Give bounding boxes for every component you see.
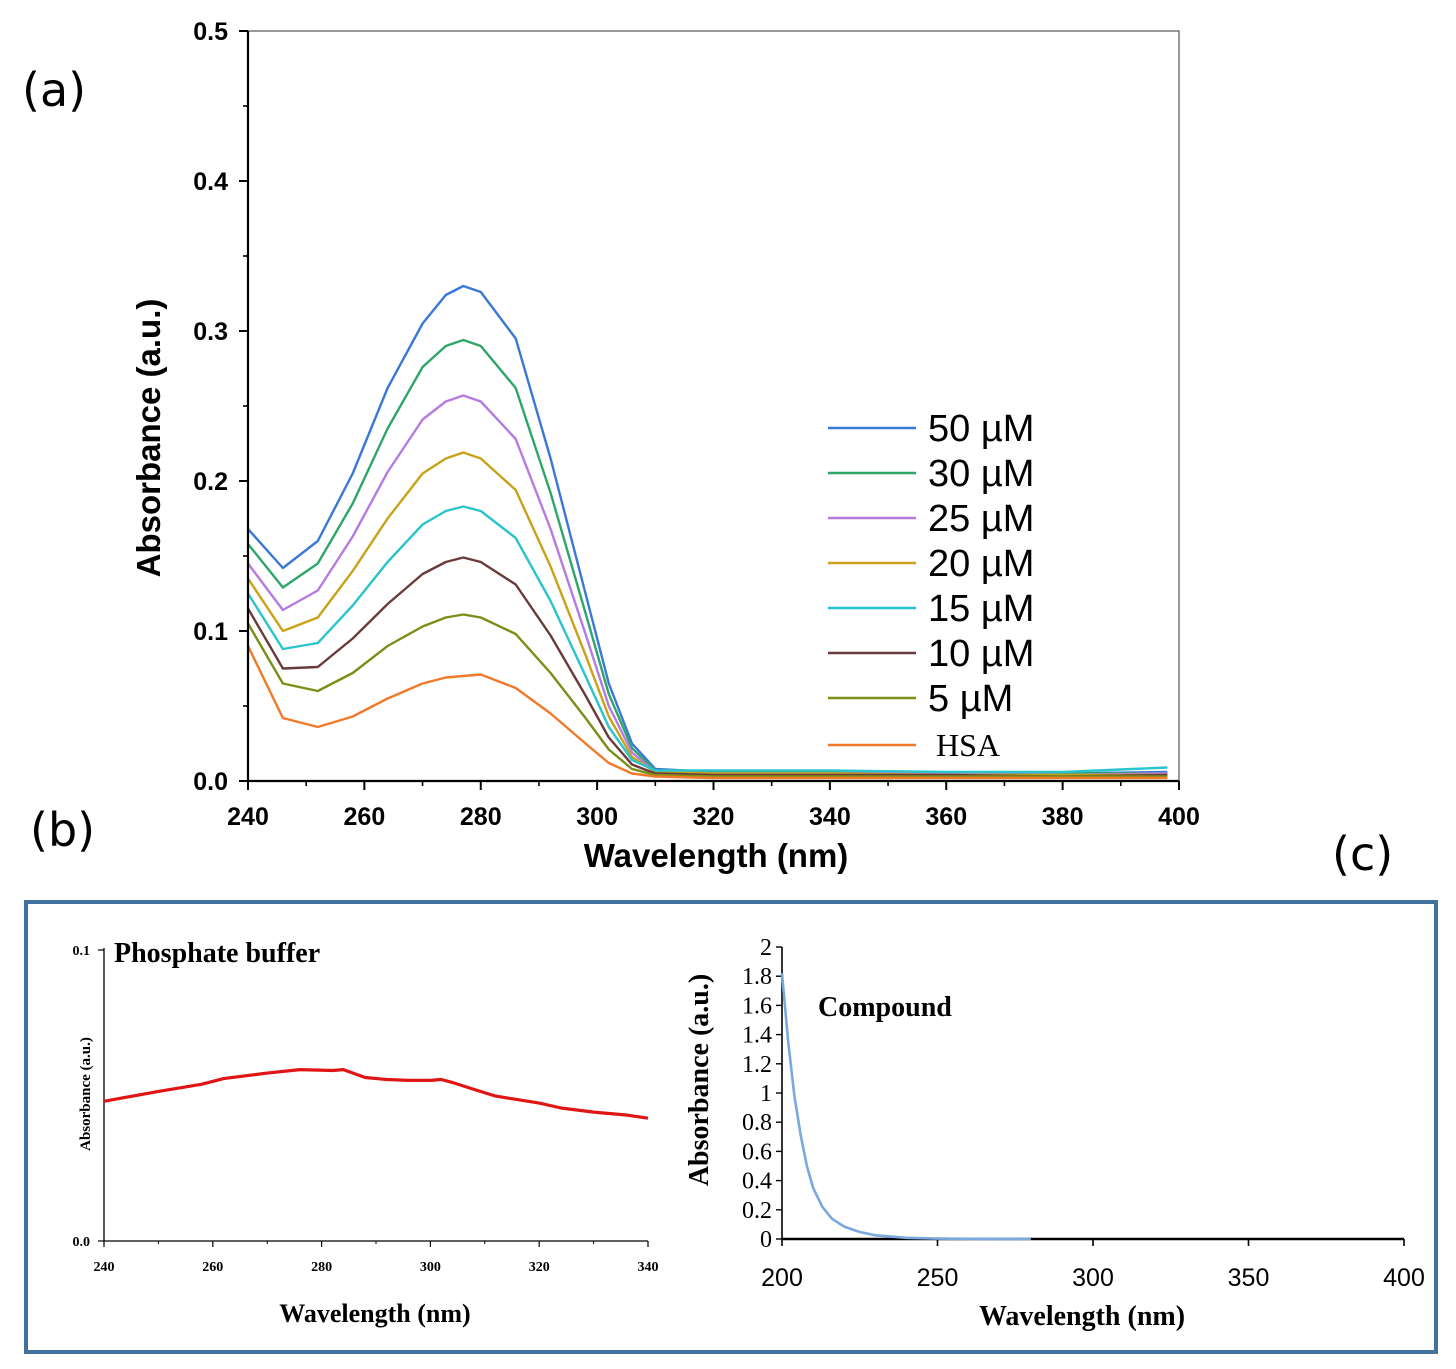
panel-label-a: (a) (22, 63, 86, 117)
chart-a-axes: 240 260 280 300 320 340 360 380 400 0.0 0.1 0.2 0.3 0… (193, 18, 1200, 831)
chart-c-series-group (780, 973, 1031, 1241)
series-line-3 (247, 451, 1168, 777)
y-tick-label: 0.5 (193, 18, 228, 46)
chart-b-xlabel: Wavelength (nm) (279, 1299, 470, 1328)
chart-c-title: Compound (818, 992, 952, 1023)
y-tick-label: 0.6 (742, 1139, 772, 1165)
chart-b: 240 260 280 300 320 340 0.0 0.1 Phosphate buffe… (73, 938, 659, 1328)
y-tick-label: 0 (760, 1227, 772, 1253)
x-tick-label: 350 (1228, 1264, 1270, 1292)
x-tick-label: 260 (202, 1260, 223, 1275)
legend-label-2: 25 µM (928, 498, 1034, 540)
series-line-0 (103, 1067, 649, 1120)
chart-c-ylabel: Absorbance (a.u.) (684, 974, 715, 1186)
y-tick-label: 0.1 (193, 618, 228, 646)
x-tick-label: 360 (925, 803, 967, 831)
y-tick-label: 0.2 (193, 468, 228, 496)
y-tick-label: 0.0 (73, 1235, 91, 1250)
x-tick-label: 280 (311, 1260, 332, 1275)
y-tick-label: 0.2 (742, 1198, 772, 1224)
chart-a-xlabel: Wavelength (nm) (584, 837, 849, 874)
chart-b-title: Phosphate buffer (114, 938, 320, 969)
chart-c: 200 250 300 350 400 0 0.2 0.4 0.6 0.8 1 1.2 1.4 1.6 1.… (684, 935, 1425, 1332)
chart-a: 240 260 280 300 320 340 360 380 400 0.0 0.1 0.2 0.3 0… (130, 18, 1200, 874)
chart-c-xlabel: Wavelength (nm) (979, 1301, 1185, 1332)
chart-a-ylabel: Absorbance (a.u.) (130, 299, 167, 578)
y-tick-label: 1.4 (742, 1023, 772, 1049)
x-tick-label: 400 (1158, 803, 1200, 831)
x-tick-label: 280 (460, 803, 502, 831)
chart-b-ylabel: Absorbance (a.u.) (78, 1037, 94, 1151)
x-tick-label: 240 (227, 803, 269, 831)
series-line-6 (246, 613, 1168, 778)
y-tick-label: 1 (760, 1081, 772, 1107)
legend-label-1: 30 µM (928, 453, 1034, 495)
x-tick-label: 400 (1383, 1264, 1425, 1292)
panel-label-b: (b) (30, 803, 95, 857)
x-tick-label: 260 (344, 803, 386, 831)
y-tick-label: 0.4 (193, 168, 228, 196)
series-line-7 (246, 645, 1168, 780)
chart-a-series-group (246, 284, 1168, 780)
series-line-5 (246, 556, 1168, 778)
x-tick-label: 300 (576, 803, 618, 831)
x-tick-label: 300 (1072, 1264, 1114, 1292)
panel-bc-frame (24, 900, 1438, 1354)
legend-label-3: 20 µM (928, 543, 1034, 585)
x-tick-label: 380 (1042, 803, 1084, 831)
x-tick-label: 340 (809, 803, 851, 831)
x-tick-label: 240 (94, 1260, 115, 1275)
y-tick-label: 2 (760, 935, 772, 961)
y-tick-label: 1.2 (742, 1052, 772, 1078)
chart-b-axes: 240 260 280 300 320 340 0.0 0.1 (73, 944, 659, 1275)
y-tick-label: 0.3 (193, 318, 228, 346)
chart-b-series-group (103, 1067, 649, 1120)
series-line-0 (780, 973, 1031, 1241)
legend-label-0: 50 µM (928, 408, 1034, 450)
y-tick-label: 0.8 (742, 1110, 772, 1136)
chart-a-frame (247, 30, 1180, 782)
y-tick-label: 1.6 (742, 993, 772, 1019)
legend-label-4: 15 µM (928, 588, 1034, 630)
x-tick-label: 200 (761, 1264, 803, 1292)
legend-label-7: HSA (936, 727, 1000, 763)
series-line-4 (246, 505, 1168, 774)
y-tick-label: 0.1 (73, 944, 91, 959)
y-tick-label: 1.8 (742, 964, 772, 990)
x-tick-label: 320 (693, 803, 735, 831)
legend-label-5: 10 µM (928, 633, 1034, 675)
x-tick-label: 340 (638, 1260, 659, 1275)
series-line-1 (247, 338, 1168, 775)
x-tick-label: 250 (917, 1264, 959, 1292)
legend-label-6: 5 µM (928, 678, 1013, 720)
x-tick-label: 320 (529, 1260, 550, 1275)
chart-c-axes: 200 250 300 350 400 0 0.2 0.4 0.6 0.8 1 1.2 1.4 1.6 1.… (742, 935, 1425, 1292)
x-tick-label: 300 (420, 1260, 441, 1275)
y-tick-label: 0.0 (193, 768, 228, 796)
y-tick-label: 0.4 (742, 1169, 772, 1195)
panel-label-c: (c) (1332, 827, 1393, 881)
